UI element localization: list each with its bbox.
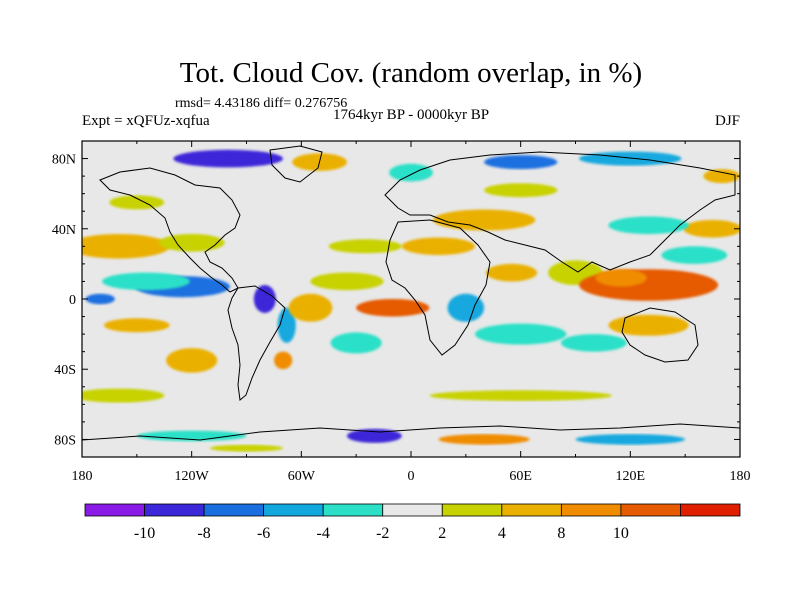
- colorbar-label: -10: [134, 525, 155, 542]
- anomaly-region-1: [102, 272, 190, 291]
- colorbar-label: 10: [613, 525, 629, 542]
- experiment-label: Expt = xQFUz-xqfua: [82, 113, 210, 129]
- coastline-antarctica: [82, 423, 740, 441]
- anomaly-region-11: [310, 272, 384, 291]
- anomaly-region-44: [209, 444, 284, 452]
- colorbar-swatch: [441, 503, 503, 517]
- colorbar-label: 8: [557, 525, 565, 542]
- y-tick-label: 0: [69, 293, 76, 308]
- anomaly-region-29: [173, 149, 283, 168]
- anomaly-region-35: [484, 183, 558, 198]
- colorbar-swatch: [501, 503, 562, 517]
- anomaly-region-23: [595, 269, 647, 287]
- anomaly-region-3: [158, 234, 225, 252]
- x-tick-label: 180: [72, 469, 93, 484]
- colorbar-label: -8: [197, 525, 210, 542]
- y-tick-label: 80S: [54, 433, 76, 448]
- anomaly-region-25: [560, 334, 627, 352]
- period-label: 1764kyr BP - 0000kyr BP: [333, 107, 489, 123]
- anomaly-region-37: [82, 388, 165, 403]
- coastline-south-america: [227, 285, 286, 401]
- anomaly-region-31: [389, 163, 433, 182]
- anomaly-layer: [82, 149, 740, 452]
- anomaly-region-28: [661, 246, 728, 264]
- anomaly-region-9: [274, 351, 293, 370]
- colorbar-swatch: [84, 503, 145, 517]
- anomaly-region-17: [485, 263, 538, 282]
- anomaly-region-13: [328, 239, 402, 254]
- anomaly-region-2: [82, 234, 170, 259]
- anomaly-region-4: [85, 293, 115, 305]
- x-tick-label: 120E: [616, 469, 646, 484]
- stats-label: rmsd= 4.43186 diff= 0.276756: [175, 96, 347, 111]
- coastline-eurasia: [384, 151, 736, 273]
- anomaly-region-36: [109, 195, 165, 210]
- anomaly-region-32: [484, 155, 558, 170]
- colorbar-swatch: [620, 503, 681, 517]
- x-tick-label: 60E: [509, 469, 532, 484]
- season-label: DJF: [715, 113, 740, 129]
- anomaly-region-15: [401, 237, 475, 256]
- colorbar-swatch: [203, 503, 265, 517]
- map-area: [81, 140, 741, 458]
- x-tick-label: 0: [408, 469, 415, 484]
- chart-title: Tot. Cloud Cov. (random overlap, in %): [180, 57, 642, 89]
- anomaly-region-24: [608, 314, 689, 336]
- colorbar-swatch: [680, 503, 741, 517]
- y-axis: 80N 40N 0 40S 80S: [52, 140, 740, 458]
- x-tick-label: 180: [730, 469, 751, 484]
- coastline-africa: [385, 219, 491, 356]
- colorbar-swatch: [560, 503, 622, 517]
- colorbar: -10 -8 -6 -4 -2 2 4 8 10: [84, 503, 741, 542]
- anomaly-region-27: [608, 216, 689, 235]
- anomaly-region-26: [683, 220, 740, 238]
- x-axis: 180 120W 60W 0 60E 120E 180: [72, 141, 751, 484]
- anomaly-region-41: [438, 434, 530, 445]
- colorbar-swatch: [322, 503, 384, 517]
- anomaly-region-7: [253, 285, 276, 313]
- anomaly-region-5: [103, 318, 170, 333]
- colorbar-label: -6: [257, 525, 270, 542]
- anomaly-region-6: [166, 348, 218, 373]
- colorbar-label: -4: [317, 525, 330, 542]
- x-tick-label: 120W: [175, 469, 210, 484]
- anomaly-region-10: [288, 293, 333, 322]
- anomaly-region-18: [447, 293, 485, 322]
- anomaly-region-19: [475, 323, 567, 345]
- coastline-australia: [621, 307, 699, 363]
- colorbar-swatch: [144, 503, 205, 517]
- anomaly-region-14: [356, 299, 430, 317]
- anomaly-region-39: [283, 390, 393, 401]
- y-tick-label: 40S: [54, 363, 76, 378]
- y-tick-label: 40N: [52, 223, 76, 238]
- colorbar-swatch: [263, 503, 324, 517]
- anomaly-region-34: [703, 169, 740, 184]
- anomaly-region-33: [579, 151, 682, 166]
- coastline-north-america: [99, 167, 241, 293]
- colorbar-label: 2: [438, 525, 446, 542]
- anomaly-region-16: [432, 209, 536, 231]
- anomaly-region-43: [136, 430, 247, 442]
- x-tick-label: 60W: [288, 469, 316, 484]
- anomaly-region-20: [502, 300, 576, 315]
- colorbar-swatch: [382, 503, 443, 517]
- y-tick-label: 80N: [52, 153, 76, 168]
- coastlines: [82, 145, 740, 441]
- colorbar-label: 4: [498, 525, 506, 542]
- anomaly-region-12: [330, 332, 382, 354]
- anomaly-region-38: [429, 390, 613, 401]
- coastline-greenland: [269, 145, 323, 183]
- anomaly-region-42: [575, 434, 686, 445]
- anomaly-region-40: [347, 428, 402, 443]
- colorbar-label: -2: [376, 525, 389, 542]
